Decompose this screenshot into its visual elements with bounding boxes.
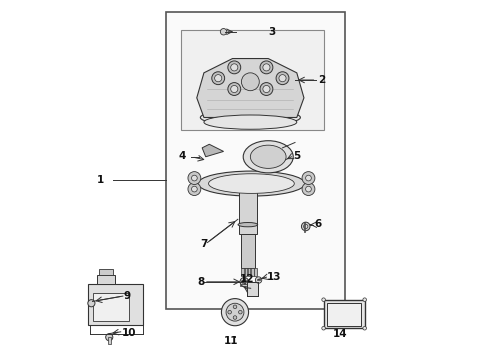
Ellipse shape: [243, 141, 293, 173]
Circle shape: [239, 310, 242, 314]
Bar: [181, 30, 323, 130]
Bar: [108, 337, 111, 344]
Circle shape: [228, 61, 241, 74]
Bar: [248, 267, 250, 276]
Text: 11: 11: [223, 336, 238, 346]
Ellipse shape: [238, 222, 258, 227]
Circle shape: [302, 172, 315, 184]
Circle shape: [260, 82, 273, 95]
Circle shape: [240, 278, 248, 286]
Circle shape: [255, 277, 262, 283]
Circle shape: [233, 305, 237, 309]
Circle shape: [228, 82, 241, 95]
Circle shape: [304, 224, 308, 229]
Circle shape: [306, 186, 311, 192]
Circle shape: [106, 334, 113, 341]
Text: 1: 1: [97, 175, 104, 185]
PathPatch shape: [202, 144, 223, 157]
Circle shape: [260, 61, 273, 74]
Circle shape: [188, 183, 201, 195]
Text: 13: 13: [267, 272, 282, 282]
Circle shape: [192, 186, 197, 192]
Ellipse shape: [198, 171, 305, 196]
Circle shape: [221, 298, 248, 326]
Bar: [327, 302, 361, 326]
Bar: [247, 282, 258, 296]
Bar: [251, 267, 253, 276]
Ellipse shape: [211, 111, 290, 124]
Bar: [245, 267, 247, 276]
Bar: [323, 300, 365, 328]
Bar: [167, 12, 345, 309]
Bar: [97, 275, 115, 284]
Text: 2: 2: [318, 75, 325, 85]
Text: 9: 9: [123, 291, 131, 301]
Ellipse shape: [250, 145, 286, 168]
Text: 7: 7: [200, 239, 208, 249]
Circle shape: [231, 64, 238, 71]
Bar: [239, 187, 257, 234]
Bar: [254, 267, 257, 276]
Circle shape: [188, 172, 201, 184]
Bar: [98, 269, 113, 275]
Circle shape: [242, 280, 246, 284]
Bar: [241, 234, 255, 267]
Circle shape: [215, 75, 222, 82]
Ellipse shape: [209, 174, 294, 193]
Text: 3: 3: [268, 27, 275, 37]
Bar: [244, 276, 245, 287]
Circle shape: [263, 64, 270, 71]
Circle shape: [306, 175, 311, 181]
Circle shape: [192, 175, 197, 181]
Text: 8: 8: [198, 277, 205, 287]
Circle shape: [276, 72, 289, 85]
Bar: [242, 267, 244, 276]
Bar: [304, 222, 305, 232]
Circle shape: [212, 72, 224, 85]
Text: 14: 14: [333, 329, 347, 339]
Circle shape: [228, 310, 231, 314]
Ellipse shape: [204, 115, 297, 129]
Bar: [88, 284, 143, 325]
Ellipse shape: [200, 109, 300, 126]
Circle shape: [322, 327, 325, 330]
Bar: [93, 293, 129, 321]
Text: 5: 5: [293, 151, 300, 161]
Circle shape: [231, 85, 238, 93]
Circle shape: [279, 75, 286, 82]
Text: 12: 12: [240, 274, 254, 284]
Bar: [257, 279, 260, 280]
Circle shape: [88, 300, 95, 307]
Circle shape: [301, 222, 310, 231]
Circle shape: [263, 85, 270, 93]
Circle shape: [242, 73, 259, 91]
Circle shape: [363, 327, 367, 330]
Circle shape: [226, 303, 244, 321]
Circle shape: [322, 298, 325, 301]
Circle shape: [363, 298, 367, 301]
Circle shape: [302, 183, 315, 195]
Text: 4: 4: [179, 151, 186, 161]
Circle shape: [233, 316, 237, 319]
Text: 10: 10: [122, 328, 136, 338]
PathPatch shape: [197, 59, 304, 117]
Bar: [240, 284, 249, 286]
Circle shape: [220, 28, 227, 35]
Text: 6: 6: [315, 219, 322, 229]
